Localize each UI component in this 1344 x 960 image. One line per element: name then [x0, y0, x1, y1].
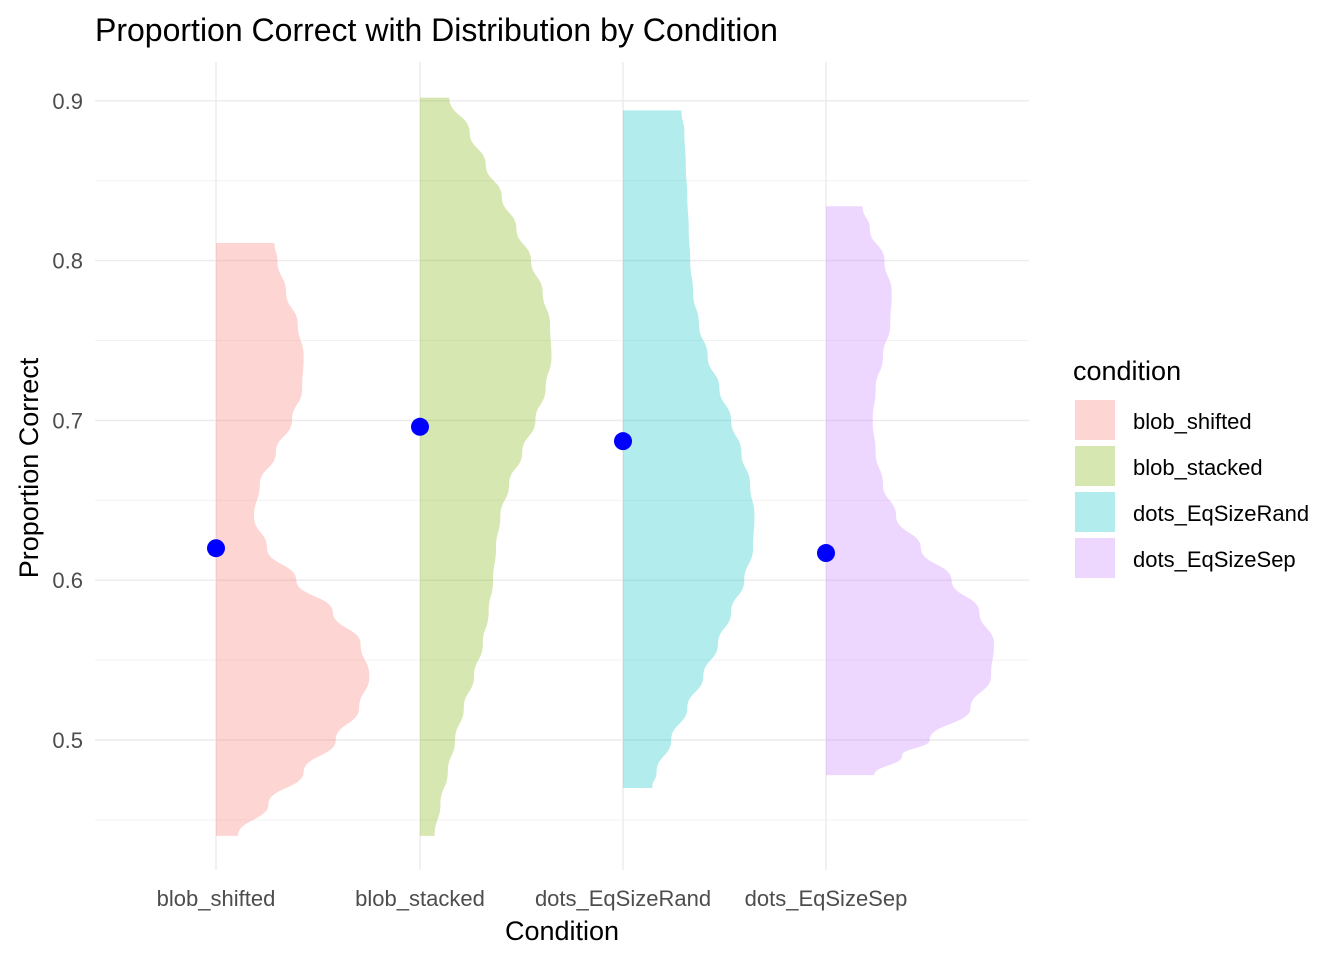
x-tick-label: blob_stacked	[355, 886, 485, 911]
y-tick-label: 0.5	[52, 728, 83, 753]
y-tick-label: 0.9	[52, 89, 83, 114]
y-axis-title: Proportion Correct	[14, 357, 44, 578]
violin-blob_shifted	[216, 243, 370, 836]
x-tick-label: blob_shifted	[157, 886, 276, 911]
legend-key-dots_EqSizeRand	[1075, 492, 1115, 532]
violin-blob_stacked	[420, 97, 552, 836]
legend-label-dots_EqSizeSep: dots_EqSizeSep	[1133, 547, 1296, 572]
x-tick-label: dots_EqSizeSep	[745, 886, 908, 911]
mean-point-dots_EqSizeRand	[614, 432, 632, 451]
violin-layer	[216, 97, 994, 836]
mean-point-blob_shifted	[207, 539, 225, 558]
y-axis-ticks: 0.5 0.6 0.7 0.8 0.9	[52, 89, 83, 753]
legend-key-blob_shifted	[1075, 400, 1115, 440]
x-axis-ticks: blob_shifted blob_stacked dots_EqSizeRand d…	[157, 886, 908, 911]
y-tick-label: 0.8	[52, 249, 83, 274]
violin-dots_EqSizeSep	[826, 206, 994, 776]
mean-point-layer	[207, 417, 835, 563]
legend-label-dots_EqSizeRand: dots_EqSizeRand	[1133, 501, 1309, 526]
mean-point-blob_stacked	[411, 417, 429, 436]
x-tick-label: dots_EqSizeRand	[535, 886, 711, 911]
legend-title: condition	[1073, 356, 1181, 386]
y-tick-label: 0.6	[52, 568, 83, 593]
legend-label-blob_stacked: blob_stacked	[1133, 455, 1263, 480]
plot-grid	[95, 62, 1029, 870]
y-tick-label: 0.7	[52, 408, 83, 433]
violin-dots_EqSizeRand	[623, 110, 755, 788]
chart-title: Proportion Correct with Distribution by …	[95, 12, 778, 48]
mean-point-dots_EqSizeSep	[817, 544, 835, 563]
legend: condition blob_shifted blob_stacked dots_E…	[1073, 356, 1309, 578]
legend-key-blob_stacked	[1075, 446, 1115, 486]
x-axis-title: Condition	[505, 916, 619, 946]
legend-key-dots_EqSizeSep	[1075, 538, 1115, 578]
legend-label-blob_shifted: blob_shifted	[1133, 409, 1252, 434]
